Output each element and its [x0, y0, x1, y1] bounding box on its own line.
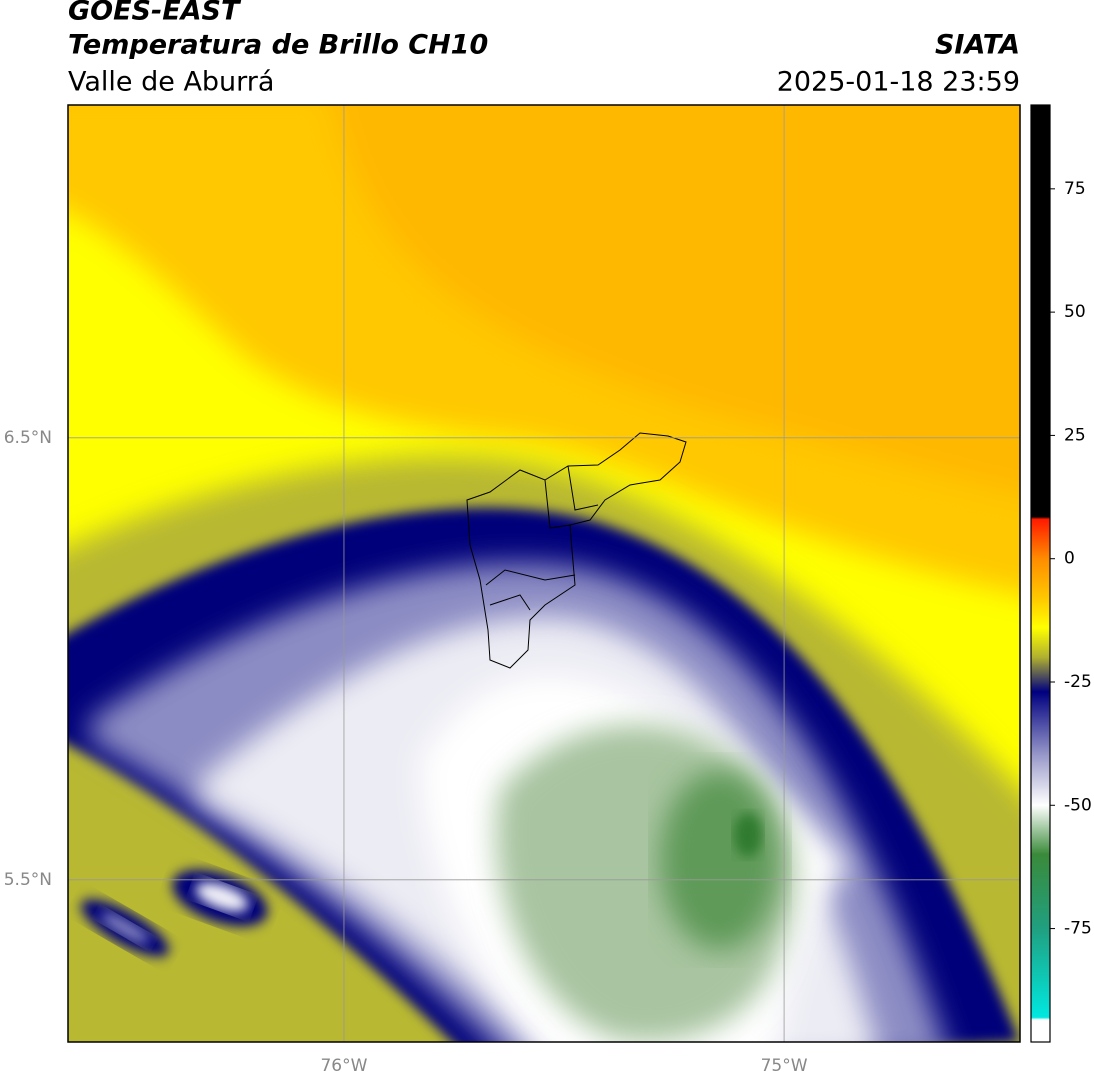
colorbar-frame	[1030, 104, 1051, 1043]
colorbar-tick-label: -75	[1064, 919, 1092, 939]
boundaries	[466, 432, 687, 669]
colorbar-tick-label: 50	[1064, 302, 1086, 322]
map-frame	[67, 104, 1021, 1043]
colorbar-tick-label: -25	[1064, 672, 1092, 692]
datetime: 2025-01-18 23:59	[777, 67, 1020, 98]
map-field	[68, 105, 1020, 1042]
y-tick-label: 6.5°N	[4, 428, 52, 448]
colorbar-tick-label: 25	[1064, 425, 1086, 445]
region: Valle de Aburrá	[68, 67, 274, 98]
colorbar	[1031, 105, 1050, 1042]
x-tick-label: 76°W	[320, 1056, 367, 1076]
colorbar-tick-label: 75	[1064, 179, 1086, 199]
title: GOES-EAST	[68, 0, 242, 27]
x-tick-label: 75°W	[761, 1056, 808, 1076]
subtitle: Temperatura de Brillo CH10	[68, 30, 488, 61]
y-tick-label: 5.5°N	[4, 870, 52, 890]
colorbar-tick-label: 0	[1064, 549, 1075, 569]
colorbar-tick-label: -50	[1064, 795, 1092, 815]
source: SIATA	[935, 30, 1020, 61]
